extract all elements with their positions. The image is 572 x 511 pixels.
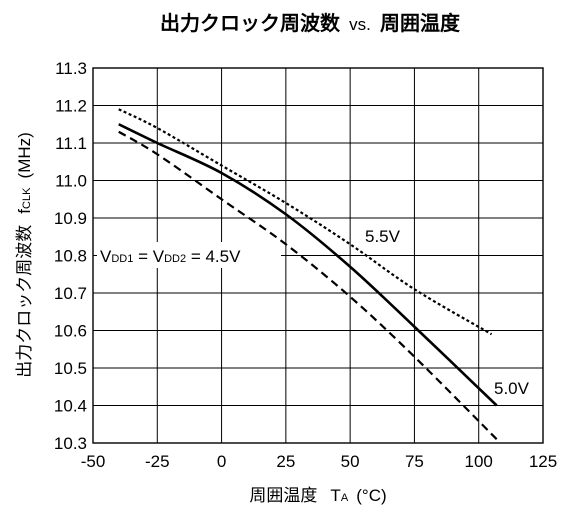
x-tick-label: 125 [529, 452, 557, 471]
y-tick-labels: 10.3 10.4 10.5 10.6 10.7 10.8 10.9 11.0 11.1 11.2… [54, 59, 87, 453]
x-tick-label: 25 [276, 452, 295, 471]
label-4-5v-eq1: = V [133, 247, 164, 266]
label-4-5v-background [97, 242, 281, 268]
y-axis-label-symbol: f [15, 209, 34, 214]
y-tick-label: 10.7 [54, 284, 87, 303]
chart-title: 出力クロック周波数 vs. 周囲温度 [160, 11, 461, 35]
x-tick-label: 0 [217, 452, 226, 471]
x-axis-label-subscript: A [341, 492, 349, 504]
y-tick-label: 11.1 [55, 134, 87, 153]
y-axis-label-subscript: CLK [21, 187, 33, 209]
plot-frame [92, 67, 544, 444]
y-tick-label: 10.3 [54, 434, 87, 453]
x-tick-labels: -50 -25 0 25 50 75 100 125 [81, 452, 557, 471]
series-lines [118, 108, 498, 441]
label-4-5v-sub2: DD2 [164, 253, 186, 265]
label-5-0v: 5.0V [494, 379, 530, 398]
x-tick-label: -50 [81, 452, 106, 471]
y-axis-label-unit: (MHz) [15, 132, 34, 178]
x-axis-label-symbol: T [330, 486, 340, 505]
series-line-dashed [118, 130, 498, 441]
chart-title-tail: 周囲温度 [380, 11, 461, 35]
y-tick-label: 10.6 [54, 322, 87, 341]
chart-title-vs: vs. [349, 15, 371, 34]
label-4-5v-v1: V [100, 247, 112, 266]
x-tick-label: 75 [405, 452, 424, 471]
x-tick-label: 100 [465, 452, 493, 471]
y-tick-label: 10.9 [54, 209, 87, 228]
series-line-solid [118, 123, 498, 407]
y-tick-label: 10.8 [54, 247, 87, 266]
y-tick-label: 10.5 [54, 359, 87, 378]
grid-lines [92, 67, 544, 444]
label-4-5v-sub1: DD1 [111, 253, 133, 265]
y-tick-label: 10.4 [54, 397, 87, 416]
x-tick-label: -25 [145, 452, 170, 471]
label-4-5v-eq2: = 4.5V [186, 247, 241, 266]
x-axis-label-text: 周囲温度 [249, 486, 317, 506]
chart-title-main: 出力クロック周波数 [160, 11, 341, 35]
series-line-dotted [118, 108, 493, 336]
y-tick-label: 11.0 [55, 172, 87, 191]
x-axis-label: 周囲温度 TA (°C) [249, 486, 386, 506]
label-4-5v: VDD1 = VDD2 = 4.5V [100, 247, 241, 266]
y-axis-label-text: 出力クロック周波数 [15, 225, 35, 378]
x-axis-label-unit: (°C) [356, 486, 386, 505]
y-tick-label: 11.2 [55, 97, 87, 116]
label-5-5v: 5.5V [365, 227, 401, 246]
y-tick-label: 11.3 [55, 59, 87, 78]
x-tick-label: 50 [341, 452, 360, 471]
y-axis-label: 出力クロック周波数 fCLK (MHz) [15, 132, 35, 378]
